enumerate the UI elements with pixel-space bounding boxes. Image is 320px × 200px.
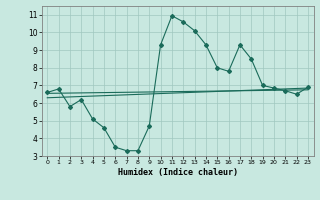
X-axis label: Humidex (Indice chaleur): Humidex (Indice chaleur): [118, 168, 237, 177]
